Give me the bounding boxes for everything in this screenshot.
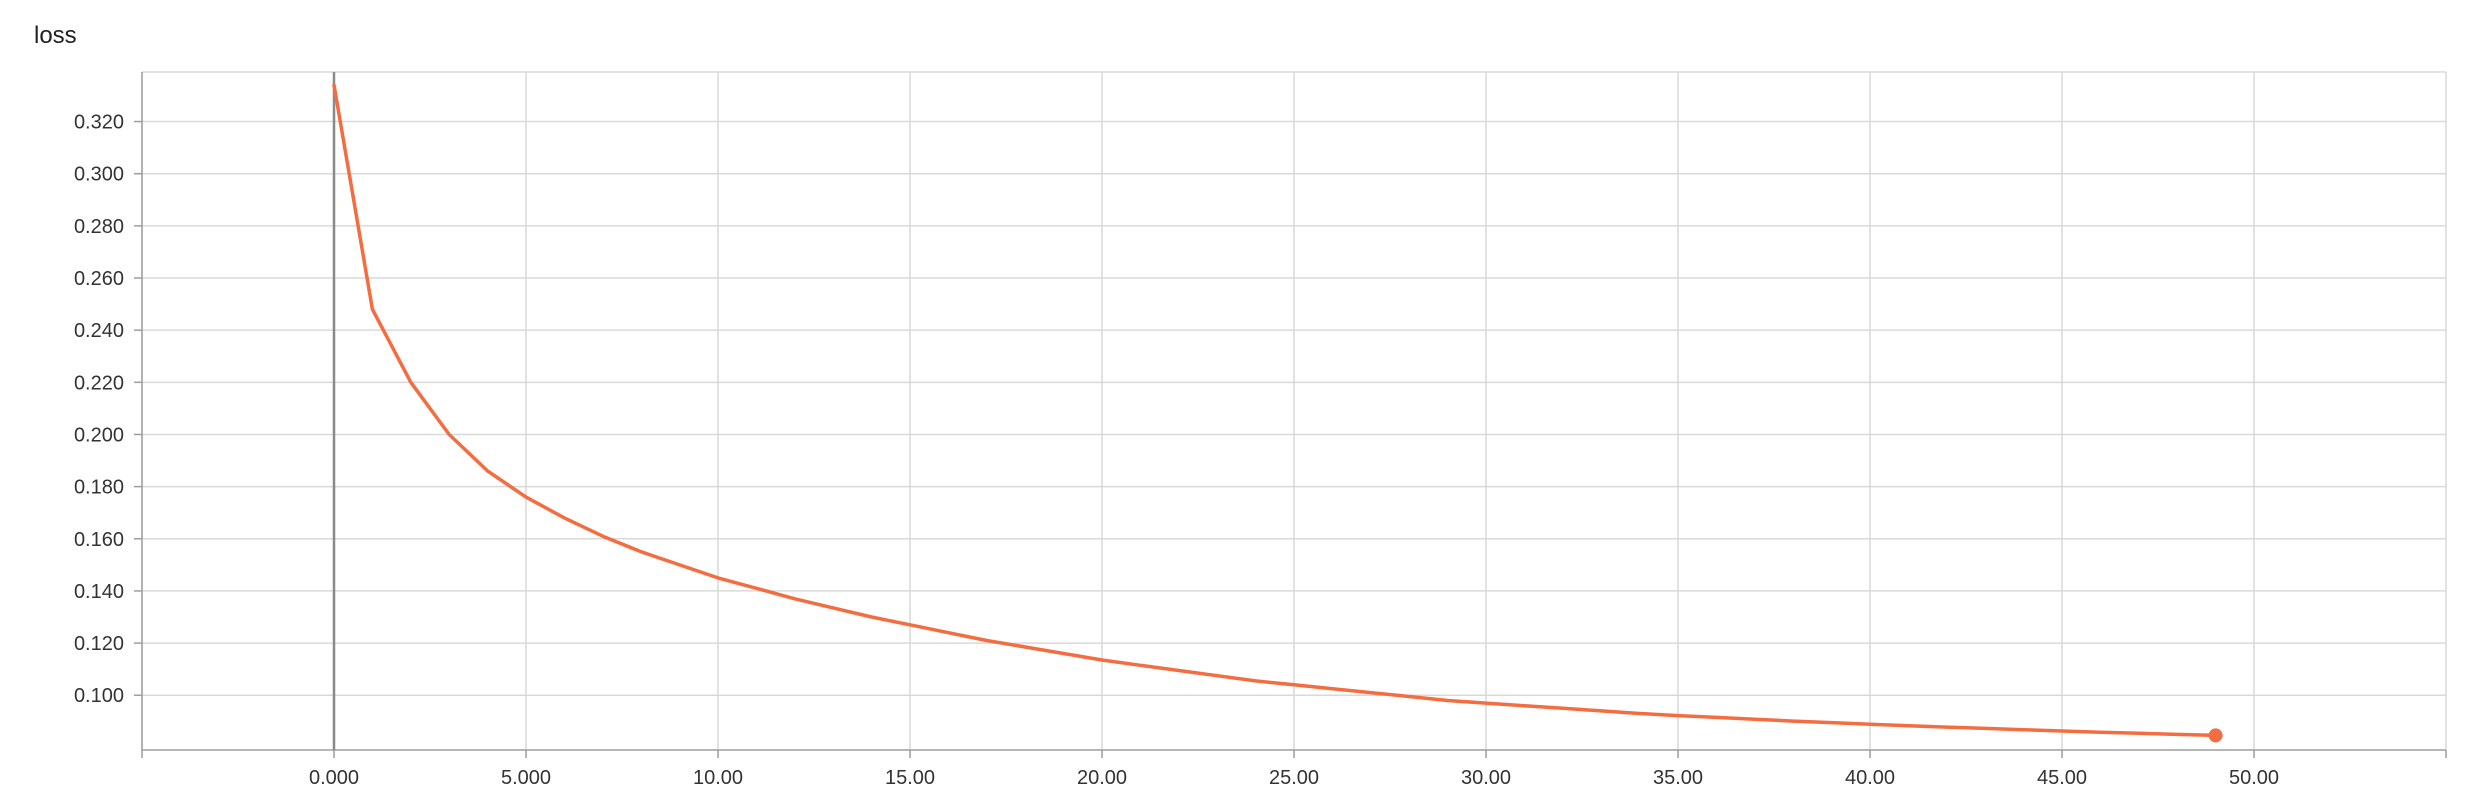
x-tick-label: 25.00 [1269,767,1319,789]
x-tick-label: 0.000 [309,767,359,789]
y-tick-label: 0.180 [74,477,124,499]
series-line [332,83,2218,738]
x-tick-label: 30.00 [1461,767,1511,789]
y-tick-label: 0.100 [74,685,124,707]
series-last-point [2208,728,2223,743]
x-tick-label: 50.00 [2229,767,2279,789]
y-tick-label: 0.200 [74,424,124,446]
x-tick-label: 15.00 [885,767,935,789]
y-tick-label: 0.320 [74,112,124,134]
y-tick-label: 0.240 [74,320,124,342]
x-tick-label: 35.00 [1653,767,1703,789]
y-tick-label: 0.280 [74,216,124,238]
x-tick-label: 45.00 [2037,767,2087,789]
y-tick-label: 0.160 [74,529,124,551]
x-tick-label: 20.00 [1077,767,1127,789]
x-tick-label: 5.000 [501,767,551,789]
y-tick-label: 0.220 [74,372,124,394]
y-tick-label: 0.140 [74,581,124,603]
y-tick-label: 0.300 [74,164,124,186]
x-tick-label: 10.00 [693,767,743,789]
y-tick-label: 0.120 [74,633,124,655]
x-tick-label: 40.00 [1845,767,1895,789]
chart-title: loss [34,22,77,49]
y-tick-label: 0.260 [74,268,124,290]
